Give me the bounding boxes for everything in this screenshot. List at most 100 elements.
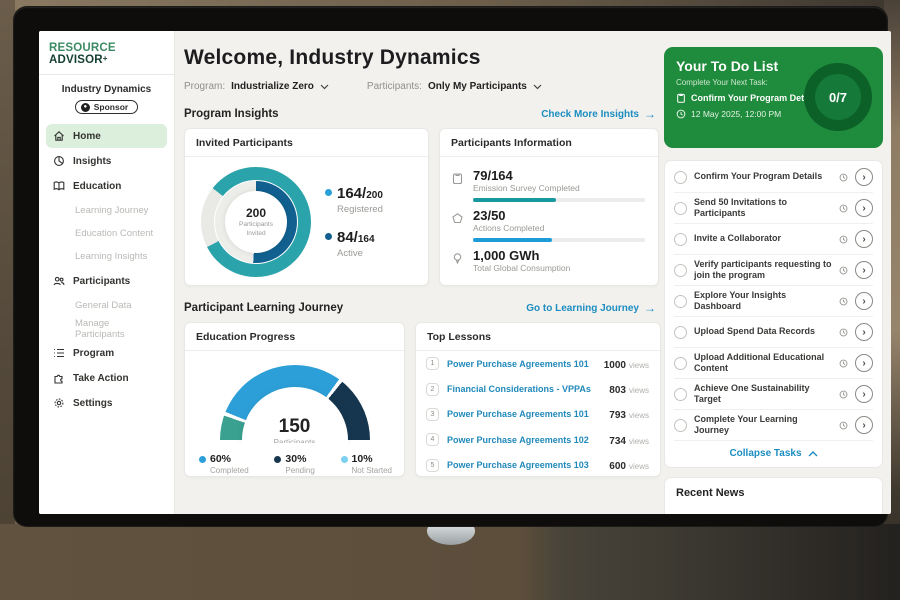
emission-survey-label: Emission Survey Completed [473,183,645,193]
legend-not-started: 10% Not Started [341,453,392,475]
task-checkbox[interactable] [674,357,687,370]
task-go-button[interactable]: › [855,354,873,372]
sponsor-badge: ● Sponsor [75,100,138,114]
task-row[interactable]: Invite a Collaborator › [674,224,873,255]
chevron-down-icon [533,84,542,90]
sidebar-item-program[interactable]: Program [46,341,167,365]
task-row[interactable]: Upload Additional Educational Content › [674,348,873,379]
go-to-learning-journey-link[interactable]: Go to Learning Journey → [526,301,656,315]
invited-participants-card: Invited Participants 200 Participants In… [184,128,429,286]
program-dropdown[interactable]: Program: Industrialize Zero [184,81,329,92]
clock-icon [839,390,848,399]
clock-icon [839,235,848,244]
task-label: Complete Your Learning Journey [694,414,832,437]
task-go-button[interactable]: › [855,199,873,217]
chevron-right-icon: › [862,203,865,214]
clock-icon [839,204,848,213]
task-row[interactable]: Achieve One Sustainability Target › [674,379,873,410]
task-label: Achieve One Sustainability Target [694,383,832,406]
chevron-right-icon: › [862,172,865,183]
task-checkbox[interactable] [674,419,687,432]
task-label: Verify participants requesting to join t… [694,259,832,282]
sidebar-item-general-data[interactable]: General Data [46,294,167,317]
lesson-rank: 5 [426,459,439,472]
task-row[interactable]: Confirm Your Program Details › [674,162,873,193]
filters-row: Program: Industrialize Zero Participants… [184,81,664,92]
task-go-button[interactable]: › [855,292,873,310]
registered-count: 164/ [337,185,366,202]
lesson-row: 4 Power Purchase Agreements 102 734views [416,427,660,452]
sidebar-item-participants[interactable]: Participants [46,269,167,293]
participants-value: Only My Participants [428,81,527,92]
task-row[interactable]: Verify participants requesting to join t… [674,255,873,286]
task-checkbox[interactable] [674,264,687,277]
task-go-button[interactable]: › [855,230,873,248]
task-checkbox[interactable] [674,326,687,339]
sidebar-item-label: Insights [73,156,111,167]
task-row[interactable]: Explore Your Insights Dashboard › [674,286,873,317]
task-checkbox[interactable] [674,295,687,308]
arrow-right-icon: → [644,107,656,121]
task-row[interactable]: Complete Your Learning Journey › [674,410,873,441]
logo-text-advisor: ADVISOR [49,54,103,66]
task-go-button[interactable]: › [855,261,873,279]
sidebar-item-education-content[interactable]: Education Content [46,222,167,245]
collapse-tasks-link[interactable]: Collapse Tasks [674,441,873,463]
chevron-right-icon: › [862,327,865,338]
card-title: Education Progress [185,323,404,351]
sidebar-item-learning-insights[interactable]: Learning Insights [46,245,167,268]
page-title: Welcome, Industry Dynamics [184,46,664,70]
task-checkbox[interactable] [674,202,687,215]
task-label: Send 50 Invitations to Participants [694,197,832,220]
legend-caption: Registered [337,204,383,215]
legend-caption: Pending [285,466,314,475]
participants-dropdown[interactable]: Participants: Only My Participants [367,81,542,92]
views-suffix: views [629,386,649,395]
task-go-button[interactable]: › [855,385,873,403]
lesson-views: 600 [609,461,626,472]
lesson-link[interactable]: Power Purchase Agreements 101 [447,409,609,419]
clock-icon [839,328,848,337]
sidebar-subitem-label: General Data [75,300,132,311]
lesson-link[interactable]: Power Purchase Agreements 103 [447,460,609,470]
chevron-right-icon: › [862,420,865,431]
chevron-right-icon: › [862,296,865,307]
sidebar-nav: Home Insights Education Learning Journey… [39,124,174,415]
lesson-link[interactable]: Power Purchase Agreements 101 [447,359,604,369]
task-go-button[interactable]: › [855,416,873,434]
sidebar-item-label: Program [73,348,114,359]
lesson-row: 1 Power Purchase Agreements 101 1000view… [416,351,660,376]
task-row[interactable]: Upload Spend Data Records › [674,317,873,348]
clock-icon [839,359,848,368]
consumption-label: Total Global Consumption [473,263,645,273]
actions-icon [451,212,464,225]
chevron-right-icon: › [862,265,865,276]
not-started-pct: 10% [352,453,392,465]
registered-total: 200 [366,190,383,201]
task-checkbox[interactable] [674,233,687,246]
sidebar-item-home[interactable]: Home [46,124,167,148]
lesson-views: 1000 [604,360,626,371]
sidebar-item-take-action[interactable]: Take Action [46,366,167,390]
sidebar-item-manage-participants[interactable]: Manage Participants [46,317,167,340]
task-row[interactable]: Send 50 Invitations to Participants › [674,193,873,224]
task-checkbox[interactable] [674,388,687,401]
lesson-link[interactable]: Power Purchase Agreements 102 [447,435,609,445]
sidebar-item-insights[interactable]: Insights [46,149,167,173]
sponsor-icon: ● [81,103,90,112]
lesson-link[interactable]: Financial Considerations - VPPAs [447,384,609,394]
task-label: Upload Spend Data Records [694,326,832,337]
lesson-row: 2 Financial Considerations - VPPAs 803vi… [416,376,660,401]
sidebar-item-settings[interactable]: Settings [46,391,167,415]
legend-pending: 30% Pending [274,453,314,475]
sidebar-item-learning-journey[interactable]: Learning Journey [46,199,167,222]
check-more-insights-link[interactable]: Check More Insights → [541,107,656,121]
task-go-button[interactable]: › [855,168,873,186]
task-go-button[interactable]: › [855,323,873,341]
sidebar-item-education[interactable]: Education [46,174,167,198]
legend-completed: 60% Completed [199,453,249,475]
task-checkbox[interactable] [674,171,687,184]
lesson-rank: 2 [426,383,439,396]
clock-icon [676,109,686,119]
chevron-right-icon: › [862,358,865,369]
